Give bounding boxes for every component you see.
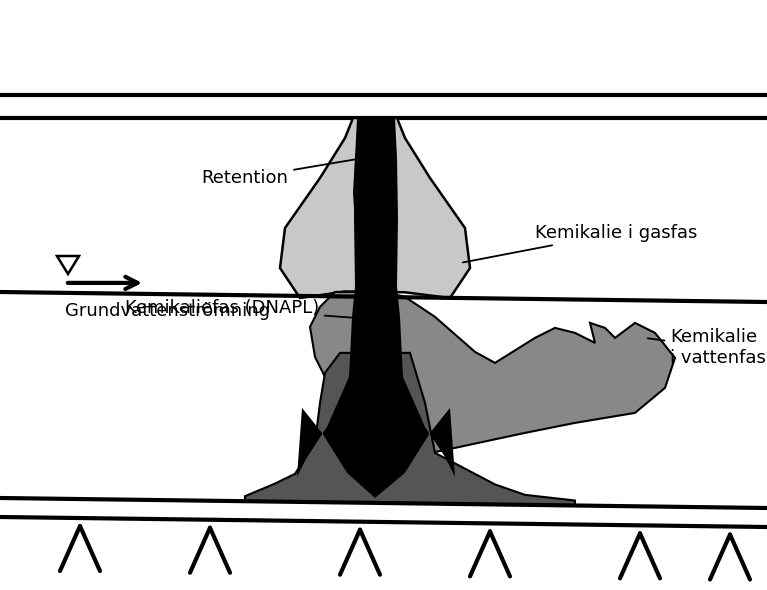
Polygon shape — [310, 292, 675, 473]
Text: Kemikalie i gasfas: Kemikalie i gasfas — [463, 224, 697, 263]
Polygon shape — [245, 353, 575, 506]
Polygon shape — [57, 256, 79, 274]
Polygon shape — [297, 118, 455, 498]
Text: Kemikalie
i vattenfas: Kemikalie i vattenfas — [648, 329, 766, 368]
Text: Grundvattenströmning: Grundvattenströmning — [65, 302, 270, 320]
Text: Retention: Retention — [202, 153, 390, 187]
Text: Kemikaliefas (DNAPL): Kemikaliefas (DNAPL) — [125, 299, 354, 318]
Polygon shape — [280, 118, 470, 298]
Polygon shape — [353, 133, 397, 263]
